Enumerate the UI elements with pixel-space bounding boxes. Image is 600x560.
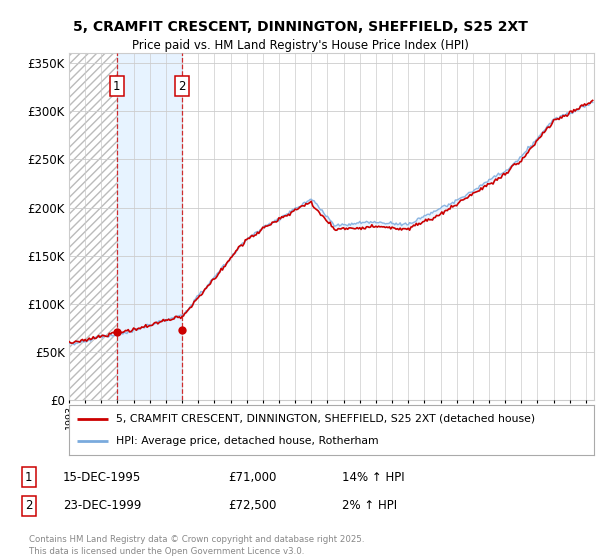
Text: 1: 1 <box>113 80 121 93</box>
Bar <box>69 53 117 400</box>
Text: 1: 1 <box>25 470 32 484</box>
Text: Price paid vs. HM Land Registry's House Price Index (HPI): Price paid vs. HM Land Registry's House … <box>131 39 469 52</box>
Text: 2: 2 <box>178 80 185 93</box>
Text: 2: 2 <box>25 499 32 512</box>
Text: 15-DEC-1995: 15-DEC-1995 <box>63 470 141 484</box>
Text: 23-DEC-1999: 23-DEC-1999 <box>63 499 142 512</box>
Text: 5, CRAMFIT CRESCENT, DINNINGTON, SHEFFIELD, S25 2XT: 5, CRAMFIT CRESCENT, DINNINGTON, SHEFFIE… <box>73 20 527 34</box>
Text: 14% ↑ HPI: 14% ↑ HPI <box>342 470 404 484</box>
Text: £72,500: £72,500 <box>228 499 277 512</box>
Text: £71,000: £71,000 <box>228 470 277 484</box>
Text: Contains HM Land Registry data © Crown copyright and database right 2025.
This d: Contains HM Land Registry data © Crown c… <box>29 535 364 556</box>
Text: 2% ↑ HPI: 2% ↑ HPI <box>342 499 397 512</box>
Text: HPI: Average price, detached house, Rotherham: HPI: Average price, detached house, Roth… <box>116 436 379 446</box>
Text: 5, CRAMFIT CRESCENT, DINNINGTON, SHEFFIELD, S25 2XT (detached house): 5, CRAMFIT CRESCENT, DINNINGTON, SHEFFIE… <box>116 414 535 424</box>
